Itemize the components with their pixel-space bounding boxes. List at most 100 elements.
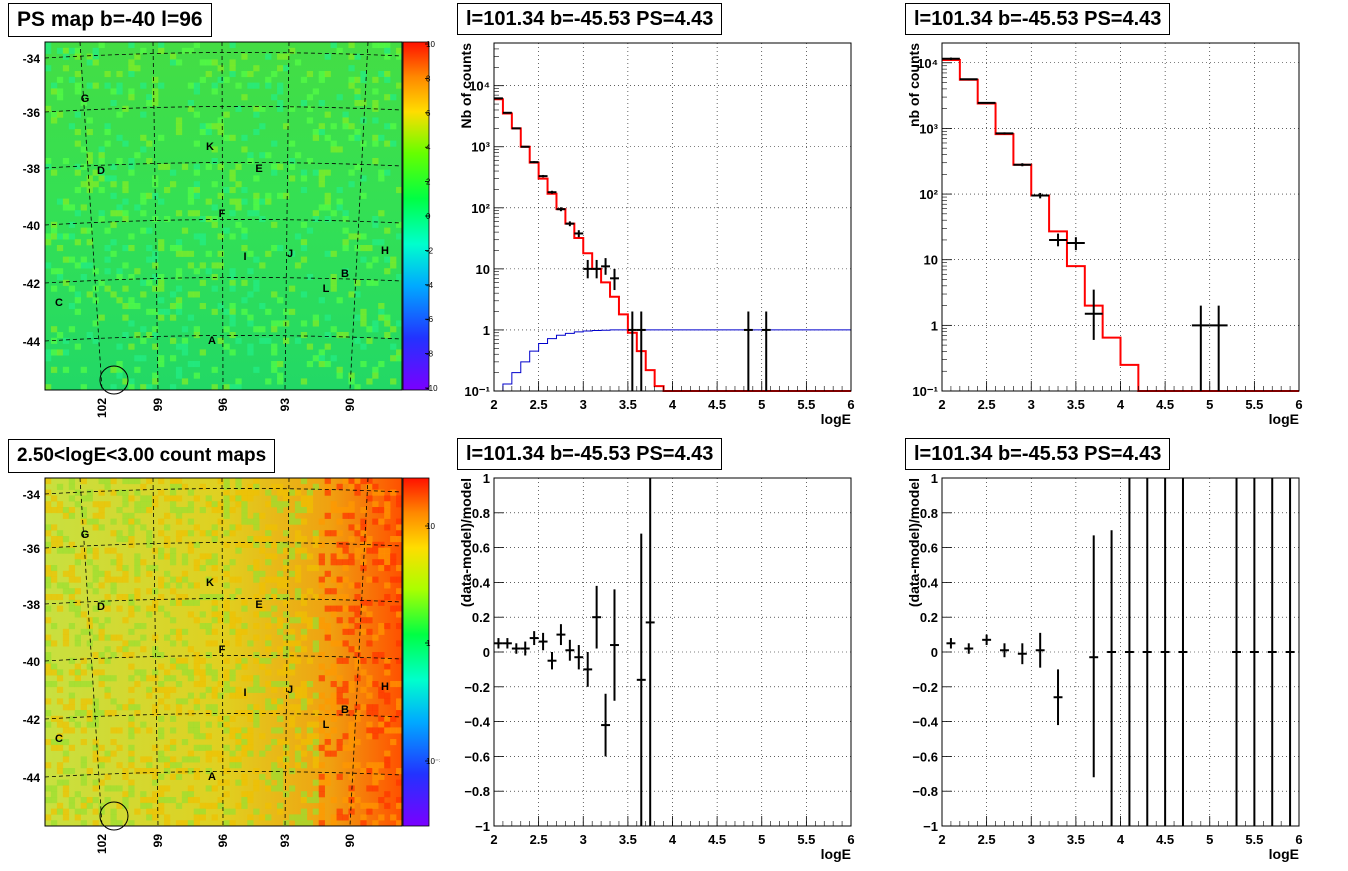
map-pixel — [62, 582, 70, 589]
y-tick-label: −1 — [923, 819, 938, 834]
map-pixel — [205, 628, 212, 635]
data-point — [1178, 478, 1188, 826]
map-pixel — [271, 343, 278, 350]
map-pixel — [205, 785, 212, 792]
map-pixel — [229, 611, 236, 618]
map-pixel — [211, 565, 218, 572]
residual-left-plot: 2 2.5 3 3.5 4 4.5 5 5.5 610.80.60.40.20−0.2−0.4−… — [458, 471, 855, 862]
map-pixel — [229, 332, 236, 339]
map-pixel — [300, 239, 308, 246]
map-pixel — [158, 791, 165, 798]
map-pixel — [306, 227, 314, 234]
map-pixel — [98, 507, 105, 514]
map-pixel — [378, 361, 385, 368]
map-pixel — [104, 256, 111, 263]
map-pixel — [259, 198, 266, 205]
map-pixel — [324, 134, 331, 141]
y-tick-label: 0.2 — [472, 610, 490, 625]
map-pixel — [277, 768, 284, 775]
map-pixel — [45, 158, 52, 165]
map-pixel — [140, 524, 147, 531]
map-pixel — [253, 559, 260, 566]
map-pixel — [247, 82, 254, 89]
map-pixel — [318, 541, 325, 548]
map-pixel — [253, 768, 260, 775]
map-pixel — [354, 623, 361, 630]
map-pixel — [396, 82, 403, 89]
map-pixel — [396, 495, 403, 502]
map-pixel — [378, 762, 385, 769]
map-pixel — [211, 704, 218, 711]
map-pixel — [50, 349, 58, 356]
map-pixel — [247, 250, 254, 257]
map-pixel — [354, 675, 361, 682]
map-pixel — [74, 187, 81, 194]
map-pixel — [80, 274, 87, 281]
map-pixel — [247, 536, 254, 543]
map-pixel — [235, 163, 242, 170]
map-pixel — [110, 163, 117, 170]
map-pixel — [116, 507, 123, 514]
map-pixel — [241, 541, 248, 548]
map-pixel — [378, 628, 385, 635]
y-tick-label: −0.4 — [464, 715, 490, 730]
map-pixel — [384, 663, 391, 670]
map-pixel — [288, 158, 296, 165]
map-pixel — [164, 744, 171, 751]
map-pixel — [211, 146, 218, 153]
map-pixel — [283, 762, 290, 769]
map-pixel — [128, 163, 135, 170]
map-pixel — [122, 512, 129, 519]
map-pixel — [277, 507, 284, 514]
map-pixel — [152, 378, 159, 385]
map-pixel — [164, 820, 171, 827]
map-pixel — [98, 216, 105, 223]
map-pixel — [384, 582, 391, 589]
map-pixel — [164, 512, 171, 519]
map-pixel — [360, 669, 367, 676]
map-pixel — [384, 140, 391, 147]
map-pixel — [265, 576, 272, 583]
map-pixel — [336, 518, 343, 525]
data-point — [1066, 237, 1085, 251]
map-pixel — [187, 489, 195, 496]
map-pixel — [294, 570, 302, 577]
map-pixel — [330, 279, 337, 286]
map-pixel — [92, 570, 99, 577]
map-pixel — [128, 715, 135, 722]
map-pixel — [384, 42, 391, 49]
map-pixel — [265, 378, 272, 385]
map-pixel — [378, 652, 385, 659]
map-pixel — [158, 285, 165, 292]
map-pixel — [312, 692, 319, 699]
map-pixel — [384, 332, 391, 339]
map-pixel — [193, 187, 200, 194]
map-pixel — [50, 268, 58, 275]
map-pixel — [366, 326, 373, 333]
map-pixel — [92, 547, 99, 554]
map-pixel — [56, 198, 64, 205]
map-pixel — [253, 611, 260, 618]
map-pixel — [193, 140, 200, 147]
map-pixel — [104, 710, 111, 717]
map-pixel — [45, 565, 52, 572]
map-pixel — [342, 565, 349, 572]
map-pixel — [80, 146, 87, 153]
map-pixel — [336, 94, 343, 101]
map-pixel — [211, 366, 218, 373]
map-pixel — [265, 744, 272, 751]
map-pixel — [283, 576, 290, 583]
map-pixel — [128, 524, 135, 531]
map-pixel — [217, 617, 224, 624]
map-pixel — [324, 169, 331, 176]
map-pixel — [324, 634, 331, 641]
map-pixel — [128, 65, 135, 72]
map-pixel — [241, 773, 248, 780]
map-pixel — [288, 553, 296, 560]
map-pixel — [92, 634, 99, 641]
map-pixel — [247, 518, 254, 525]
map-pixel — [175, 773, 183, 780]
map-pixel — [336, 686, 343, 693]
map-pixel — [110, 221, 117, 228]
map-pixel — [122, 105, 129, 112]
